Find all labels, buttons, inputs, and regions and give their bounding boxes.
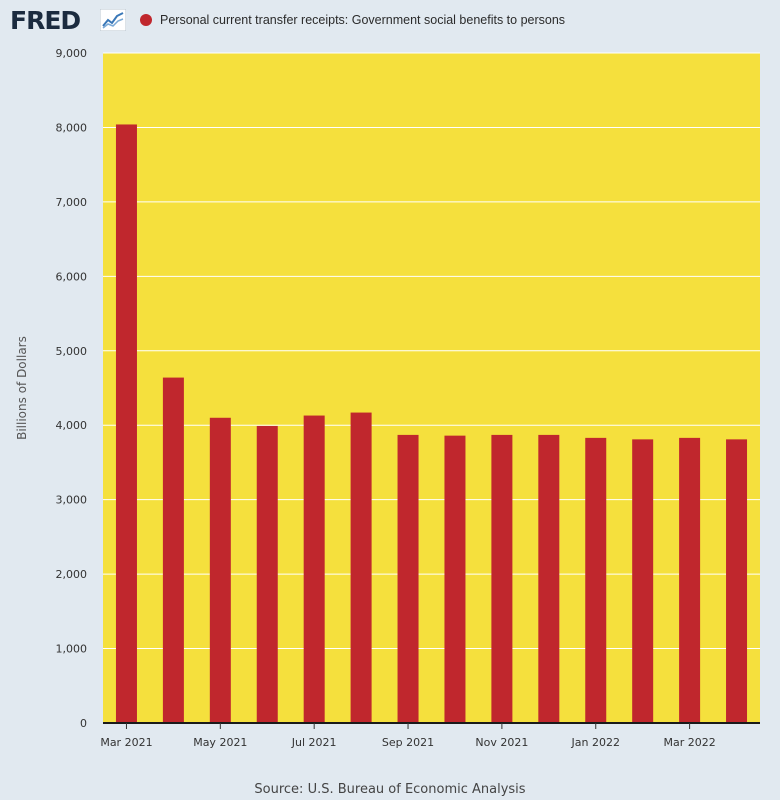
x-tick-label: Nov 2021 <box>475 736 528 749</box>
x-tick-label: Mar 2021 <box>100 736 152 749</box>
x-tick-label: May 2021 <box>193 736 247 749</box>
x-tick-label: Jan 2022 <box>571 736 620 749</box>
x-tick-label: Mar 2022 <box>663 736 715 749</box>
legend-series-marker <box>140 14 152 26</box>
bars <box>115 124 748 723</box>
bar-mar-2022[interactable] <box>679 437 701 723</box>
y-axis-ticks: 0 1,000 2,000 3,000 4,000 5,000 6,000 7,000 8,00… <box>56 47 88 730</box>
fred-logo[interactable]: FRED <box>10 6 81 35</box>
y-tick-label: 8,000 <box>56 121 88 134</box>
bar-jul-2021[interactable] <box>303 415 325 723</box>
y-tick-label: 2,000 <box>56 568 88 581</box>
bar-jun-2021[interactable] <box>256 425 278 723</box>
plot-area <box>103 53 760 723</box>
y-axis-label: Billions of Dollars <box>15 336 29 440</box>
y-tick-label: 5,000 <box>56 345 88 358</box>
source-note: Source: U.S. Bureau of Economic Analysis <box>254 782 526 797</box>
bar-aug-2021[interactable] <box>350 412 372 723</box>
y-tick-label: 7,000 <box>56 196 88 209</box>
bar-apr-2021[interactable] <box>162 377 184 723</box>
legend-series-label[interactable]: Personal current transfer receipts: Gove… <box>160 13 566 27</box>
x-tick-label: Jul 2021 <box>291 736 337 749</box>
x-axis-ticks: Mar 2021 May 2021 Jul 2021 Sep 2021 Nov 2021… <box>100 723 716 749</box>
y-tick-label: 0 <box>80 717 87 730</box>
chart-header: FRED Personal current transfer receipts:… <box>0 0 780 44</box>
y-tick-label: 3,000 <box>56 494 88 507</box>
bar-nov-2021[interactable] <box>491 434 513 723</box>
y-tick-label: 1,000 <box>56 643 88 656</box>
bar-apr-2022[interactable] <box>726 439 748 723</box>
bar-mar-2021[interactable] <box>115 124 137 723</box>
y-tick-label: 9,000 <box>56 47 88 60</box>
y-tick-label: 4,000 <box>56 419 88 432</box>
bar-may-2021[interactable] <box>209 417 231 723</box>
bar-oct-2021[interactable] <box>444 435 466 723</box>
y-tick-label: 6,000 <box>56 270 88 283</box>
bar-jan-2022[interactable] <box>585 437 607 723</box>
bar-dec-2021[interactable] <box>538 434 560 723</box>
line-chart-icon <box>100 9 126 31</box>
x-tick-label: Sep 2021 <box>382 736 434 749</box>
bar-sep-2021[interactable] <box>397 434 419 723</box>
bar-feb-2022[interactable] <box>632 439 654 723</box>
